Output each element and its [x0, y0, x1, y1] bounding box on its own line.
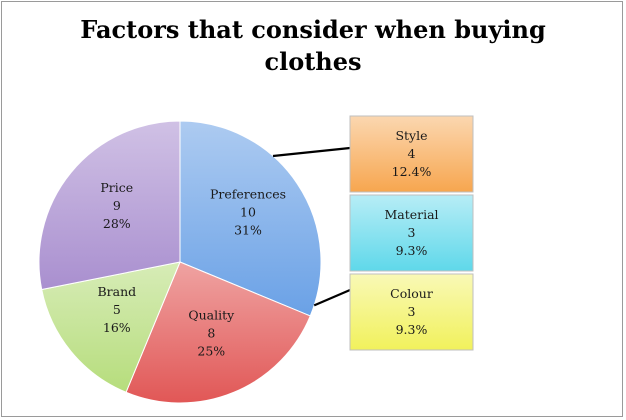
breakdown-box-material: [349, 194, 474, 272]
breakdown-boxes: Style 4 12.4% Material 3 9.3% Colour 3 9.3%: [349, 115, 474, 351]
chart-title-line-2: clothes: [264, 47, 362, 76]
breakdown-label-style: Style 4 12.4%: [392, 128, 432, 179]
pie-slice-quality: [125, 261, 311, 404]
breakdown-label-colour: Colour 3 9.3%: [390, 286, 433, 337]
chart-title: Factors that consider when buying clothe…: [0, 14, 626, 78]
connector-line-top: [272, 146, 351, 158]
breakdown-label-material: Material 3 9.3%: [384, 207, 438, 258]
pie-slice-brand: [41, 261, 181, 393]
breakdown-box-colour: [349, 273, 474, 351]
slice-label-price: Price 9 28%: [100, 180, 133, 231]
connector-line-bottom: [313, 288, 351, 307]
pie-slice-price: [38, 120, 181, 291]
breakdown-box-style: [349, 115, 474, 193]
pie-slices: Preferences 10 31% Quality 8 25% Brand 5 16% Pric…: [38, 120, 322, 404]
pie-slice-preferences: [179, 120, 322, 317]
slice-label-preferences: Preferences 10 31%: [210, 187, 286, 238]
breakdown-connectors: [272, 146, 351, 307]
slice-label-brand: Brand 5 16%: [97, 284, 136, 335]
chart-title-line-1: Factors that consider when buying: [80, 15, 546, 44]
slice-label-quality: Quality 8 25%: [188, 308, 235, 359]
